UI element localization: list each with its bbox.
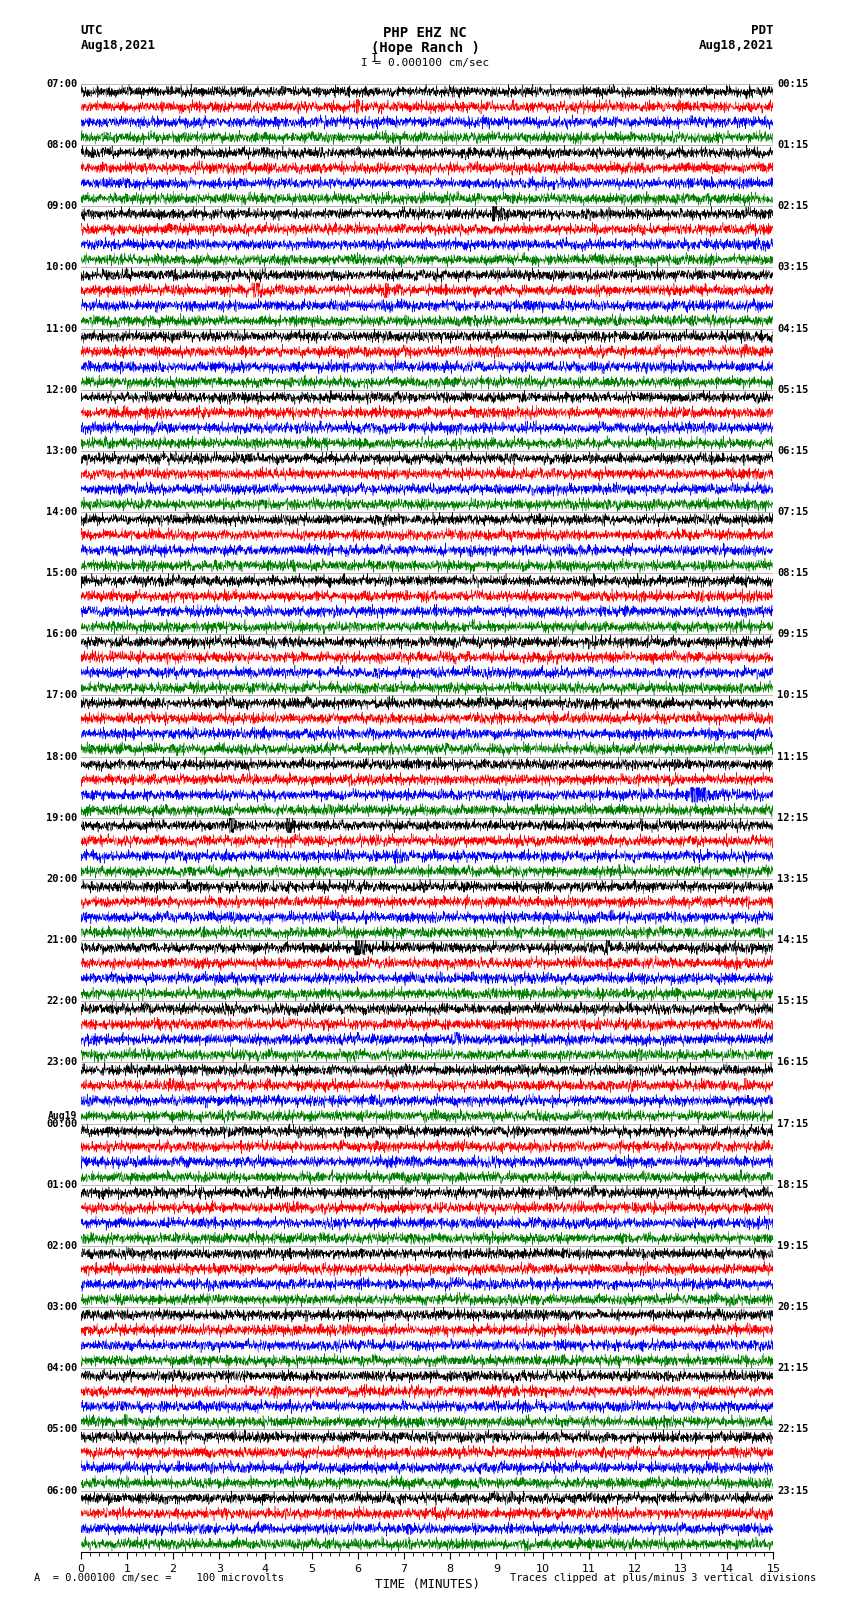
Text: 01:00: 01:00 bbox=[46, 1179, 77, 1190]
Text: 14:00: 14:00 bbox=[46, 506, 77, 518]
Text: 04:15: 04:15 bbox=[777, 324, 808, 334]
Text: 21:00: 21:00 bbox=[46, 936, 77, 945]
Text: 14:15: 14:15 bbox=[777, 936, 808, 945]
Text: 23:15: 23:15 bbox=[777, 1486, 808, 1495]
Text: 08:15: 08:15 bbox=[777, 568, 808, 577]
Text: 22:00: 22:00 bbox=[46, 997, 77, 1007]
Text: 09:15: 09:15 bbox=[777, 629, 808, 639]
Text: 06:00: 06:00 bbox=[46, 1486, 77, 1495]
Text: 19:00: 19:00 bbox=[46, 813, 77, 823]
Text: 23:00: 23:00 bbox=[46, 1058, 77, 1068]
Text: 05:00: 05:00 bbox=[46, 1424, 77, 1434]
Text: PHP EHZ NC: PHP EHZ NC bbox=[383, 26, 467, 39]
Text: 13:15: 13:15 bbox=[777, 874, 808, 884]
Text: PDT: PDT bbox=[751, 24, 774, 37]
Text: 16:15: 16:15 bbox=[777, 1058, 808, 1068]
Text: 02:00: 02:00 bbox=[46, 1240, 77, 1252]
Text: 12:15: 12:15 bbox=[777, 813, 808, 823]
Text: 15:00: 15:00 bbox=[46, 568, 77, 577]
Text: Aug18,2021: Aug18,2021 bbox=[81, 39, 156, 52]
Text: 09:00: 09:00 bbox=[46, 202, 77, 211]
Text: 17:15: 17:15 bbox=[777, 1118, 808, 1129]
Text: UTC: UTC bbox=[81, 24, 103, 37]
Text: 07:00: 07:00 bbox=[46, 79, 77, 89]
Text: 11:15: 11:15 bbox=[777, 752, 808, 761]
Text: 02:15: 02:15 bbox=[777, 202, 808, 211]
Text: 08:00: 08:00 bbox=[46, 140, 77, 150]
Text: 06:15: 06:15 bbox=[777, 445, 808, 456]
Text: 18:15: 18:15 bbox=[777, 1179, 808, 1190]
Text: 13:00: 13:00 bbox=[46, 445, 77, 456]
Text: 05:15: 05:15 bbox=[777, 384, 808, 395]
Text: A  = 0.000100 cm/sec =    100 microvolts: A = 0.000100 cm/sec = 100 microvolts bbox=[34, 1573, 284, 1582]
Text: 10:15: 10:15 bbox=[777, 690, 808, 700]
Text: 00:00: 00:00 bbox=[46, 1118, 77, 1129]
Text: 18:00: 18:00 bbox=[46, 752, 77, 761]
Text: Aug19: Aug19 bbox=[48, 1111, 77, 1121]
Text: 16:00: 16:00 bbox=[46, 629, 77, 639]
Text: 10:00: 10:00 bbox=[46, 263, 77, 273]
Text: 03:15: 03:15 bbox=[777, 263, 808, 273]
Text: 11:00: 11:00 bbox=[46, 324, 77, 334]
Text: 17:00: 17:00 bbox=[46, 690, 77, 700]
Text: 19:15: 19:15 bbox=[777, 1240, 808, 1252]
Text: 20:00: 20:00 bbox=[46, 874, 77, 884]
Text: 01:15: 01:15 bbox=[777, 140, 808, 150]
Text: (Hope Ranch ): (Hope Ranch ) bbox=[371, 40, 479, 55]
Text: Aug18,2021: Aug18,2021 bbox=[699, 39, 774, 52]
Text: 03:00: 03:00 bbox=[46, 1302, 77, 1311]
Text: 22:15: 22:15 bbox=[777, 1424, 808, 1434]
Text: 20:15: 20:15 bbox=[777, 1302, 808, 1311]
Text: I: I bbox=[371, 52, 377, 65]
Text: I = 0.000100 cm/sec: I = 0.000100 cm/sec bbox=[361, 58, 489, 68]
Text: 07:15: 07:15 bbox=[777, 506, 808, 518]
Text: 21:15: 21:15 bbox=[777, 1363, 808, 1373]
Text: 04:00: 04:00 bbox=[46, 1363, 77, 1373]
X-axis label: TIME (MINUTES): TIME (MINUTES) bbox=[375, 1578, 479, 1590]
Text: 00:15: 00:15 bbox=[777, 79, 808, 89]
Text: Traces clipped at plus/minus 3 vertical divisions: Traces clipped at plus/minus 3 vertical … bbox=[510, 1573, 816, 1582]
Text: 15:15: 15:15 bbox=[777, 997, 808, 1007]
Text: 12:00: 12:00 bbox=[46, 384, 77, 395]
